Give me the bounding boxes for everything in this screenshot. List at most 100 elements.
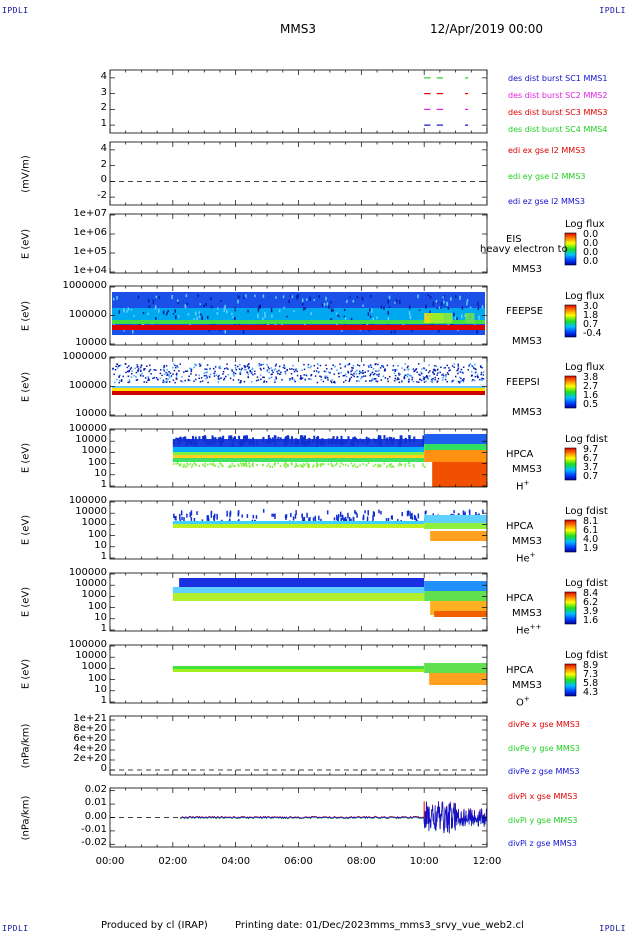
hpca-h-pixel — [379, 465, 381, 468]
hpca-h-pixel — [273, 462, 276, 465]
hpca-h-pixel — [347, 436, 350, 442]
feepsi-pixel — [437, 372, 439, 374]
feepsi-pixel — [320, 376, 323, 378]
feepsi-pixel — [163, 366, 165, 369]
feepsi-pixel — [427, 378, 429, 380]
hpca-h-pixel — [306, 440, 309, 446]
feepsi-pixel — [193, 380, 195, 382]
feepse-pixel — [427, 294, 429, 297]
feepsi-pixel — [222, 373, 224, 375]
feepsi-pixel — [263, 381, 265, 383]
feepsi-pixel — [377, 370, 379, 373]
hpca-h-pixel — [353, 463, 356, 466]
hpca-h-pixel — [239, 462, 242, 465]
panel-frame — [109, 500, 488, 560]
feepsi-pixel — [248, 363, 250, 365]
hpca-he-pixel — [387, 518, 390, 522]
feepse-pixel — [443, 295, 446, 298]
feepsi-pixel — [262, 367, 265, 370]
feepsi-pixel — [185, 370, 187, 372]
feepsi-pixel — [212, 367, 215, 370]
hpca-he-pixel — [284, 514, 287, 519]
hpca-h-pixel — [392, 465, 395, 468]
feepsi-pixel — [274, 368, 277, 370]
feepsi-pixel — [220, 377, 222, 379]
y-axis-label: (nPa/km) — [20, 795, 32, 840]
feepsi-pixel — [260, 364, 263, 366]
hpca-he-pixel — [348, 517, 351, 522]
feepsi-pixel — [433, 373, 436, 375]
feepsi-pixel — [481, 379, 483, 381]
feepsi-pixel — [195, 374, 197, 376]
x-tick-label: 04:00 — [221, 856, 251, 867]
hpca-h-pixel — [175, 437, 178, 441]
feepsi-pixel — [139, 370, 142, 372]
feepsi-pixel — [409, 374, 412, 377]
hpca-h-pixel — [295, 440, 298, 446]
hpca-h-pixel — [182, 465, 184, 468]
feepsi-pixel — [351, 366, 353, 369]
feepsi-pixel — [259, 374, 262, 376]
feepse-pixel — [429, 310, 431, 314]
feepse-pixel — [310, 312, 312, 315]
feepsi-pixel — [184, 379, 186, 382]
species-label: He++ — [516, 623, 542, 637]
feepsi-pixel — [167, 378, 169, 380]
feepsi-pixel — [217, 377, 220, 380]
hpca-h-pixel — [421, 462, 424, 465]
y-tick-label: 100000 — [68, 495, 107, 506]
feepse-pixel — [259, 304, 261, 309]
hpca-he-pixel — [424, 511, 427, 515]
panel-hpca_h — [109, 428, 577, 488]
feepsi-pixel — [131, 370, 133, 372]
feepse-pixel — [217, 307, 219, 310]
hpca-h-pixel — [308, 465, 310, 468]
hpca-he-pixel — [364, 510, 366, 514]
colorbar-tick-label: 6.1 — [583, 525, 599, 536]
feepsi-pixel — [318, 371, 320, 373]
feepsi-pixel — [137, 368, 140, 370]
hpca-h-pixel — [285, 465, 287, 468]
feepsi-pixel — [370, 366, 373, 368]
hpca-h-pixel — [372, 438, 375, 442]
feepse-pixel — [216, 311, 219, 315]
hpca-h-pixel — [178, 437, 181, 443]
hpca-h-pixel — [421, 439, 424, 446]
feepsi-pixel — [377, 375, 380, 377]
colorbar-title: Log fdist — [565, 506, 608, 517]
feepsi-pixel — [148, 370, 150, 373]
hpca-he-pixel — [294, 513, 297, 519]
feepsi-pixel — [234, 364, 237, 367]
hpca-h-pixel — [204, 437, 207, 443]
feepsi-pixel — [223, 378, 225, 381]
hpca-h-pixel — [178, 463, 181, 466]
feepsi-pixel — [451, 380, 454, 382]
hpca-h-pixel — [273, 438, 276, 445]
hpca-h-pixel — [323, 463, 325, 466]
hpca-h-pixel — [183, 436, 186, 441]
hpca-he-pixel — [252, 514, 255, 519]
hpca-he-pixel — [246, 514, 249, 518]
hpca-h-pixel — [297, 464, 299, 467]
y-axis-label: (mV/m) — [20, 154, 32, 193]
feepsi-pixel — [214, 366, 217, 368]
hpca-h-pixel — [372, 465, 375, 468]
feepsi-pixel — [370, 372, 373, 375]
feepse-pixel — [383, 306, 385, 310]
hpca-he-pixel — [333, 517, 336, 521]
panel-hpca_o — [109, 644, 577, 704]
feepsi-pixel — [284, 371, 287, 373]
y-tick-label: 1 — [100, 695, 107, 706]
feepse-pixel — [451, 323, 453, 326]
feepsi-pixel — [291, 377, 294, 380]
colorbar-tick-label: 0.0 — [583, 247, 599, 258]
hpca-h-pixel — [367, 437, 370, 444]
hpca-h-pixel — [186, 462, 188, 465]
feepsi-pixel — [129, 368, 132, 370]
hpca-h-pixel — [190, 440, 193, 444]
feepsi-pixel — [310, 374, 312, 377]
feepse-pixel — [282, 295, 285, 299]
hpca-h-pixel — [306, 462, 308, 465]
hpca-h-pixel — [279, 437, 282, 441]
hpca-h-pixel — [204, 462, 206, 465]
